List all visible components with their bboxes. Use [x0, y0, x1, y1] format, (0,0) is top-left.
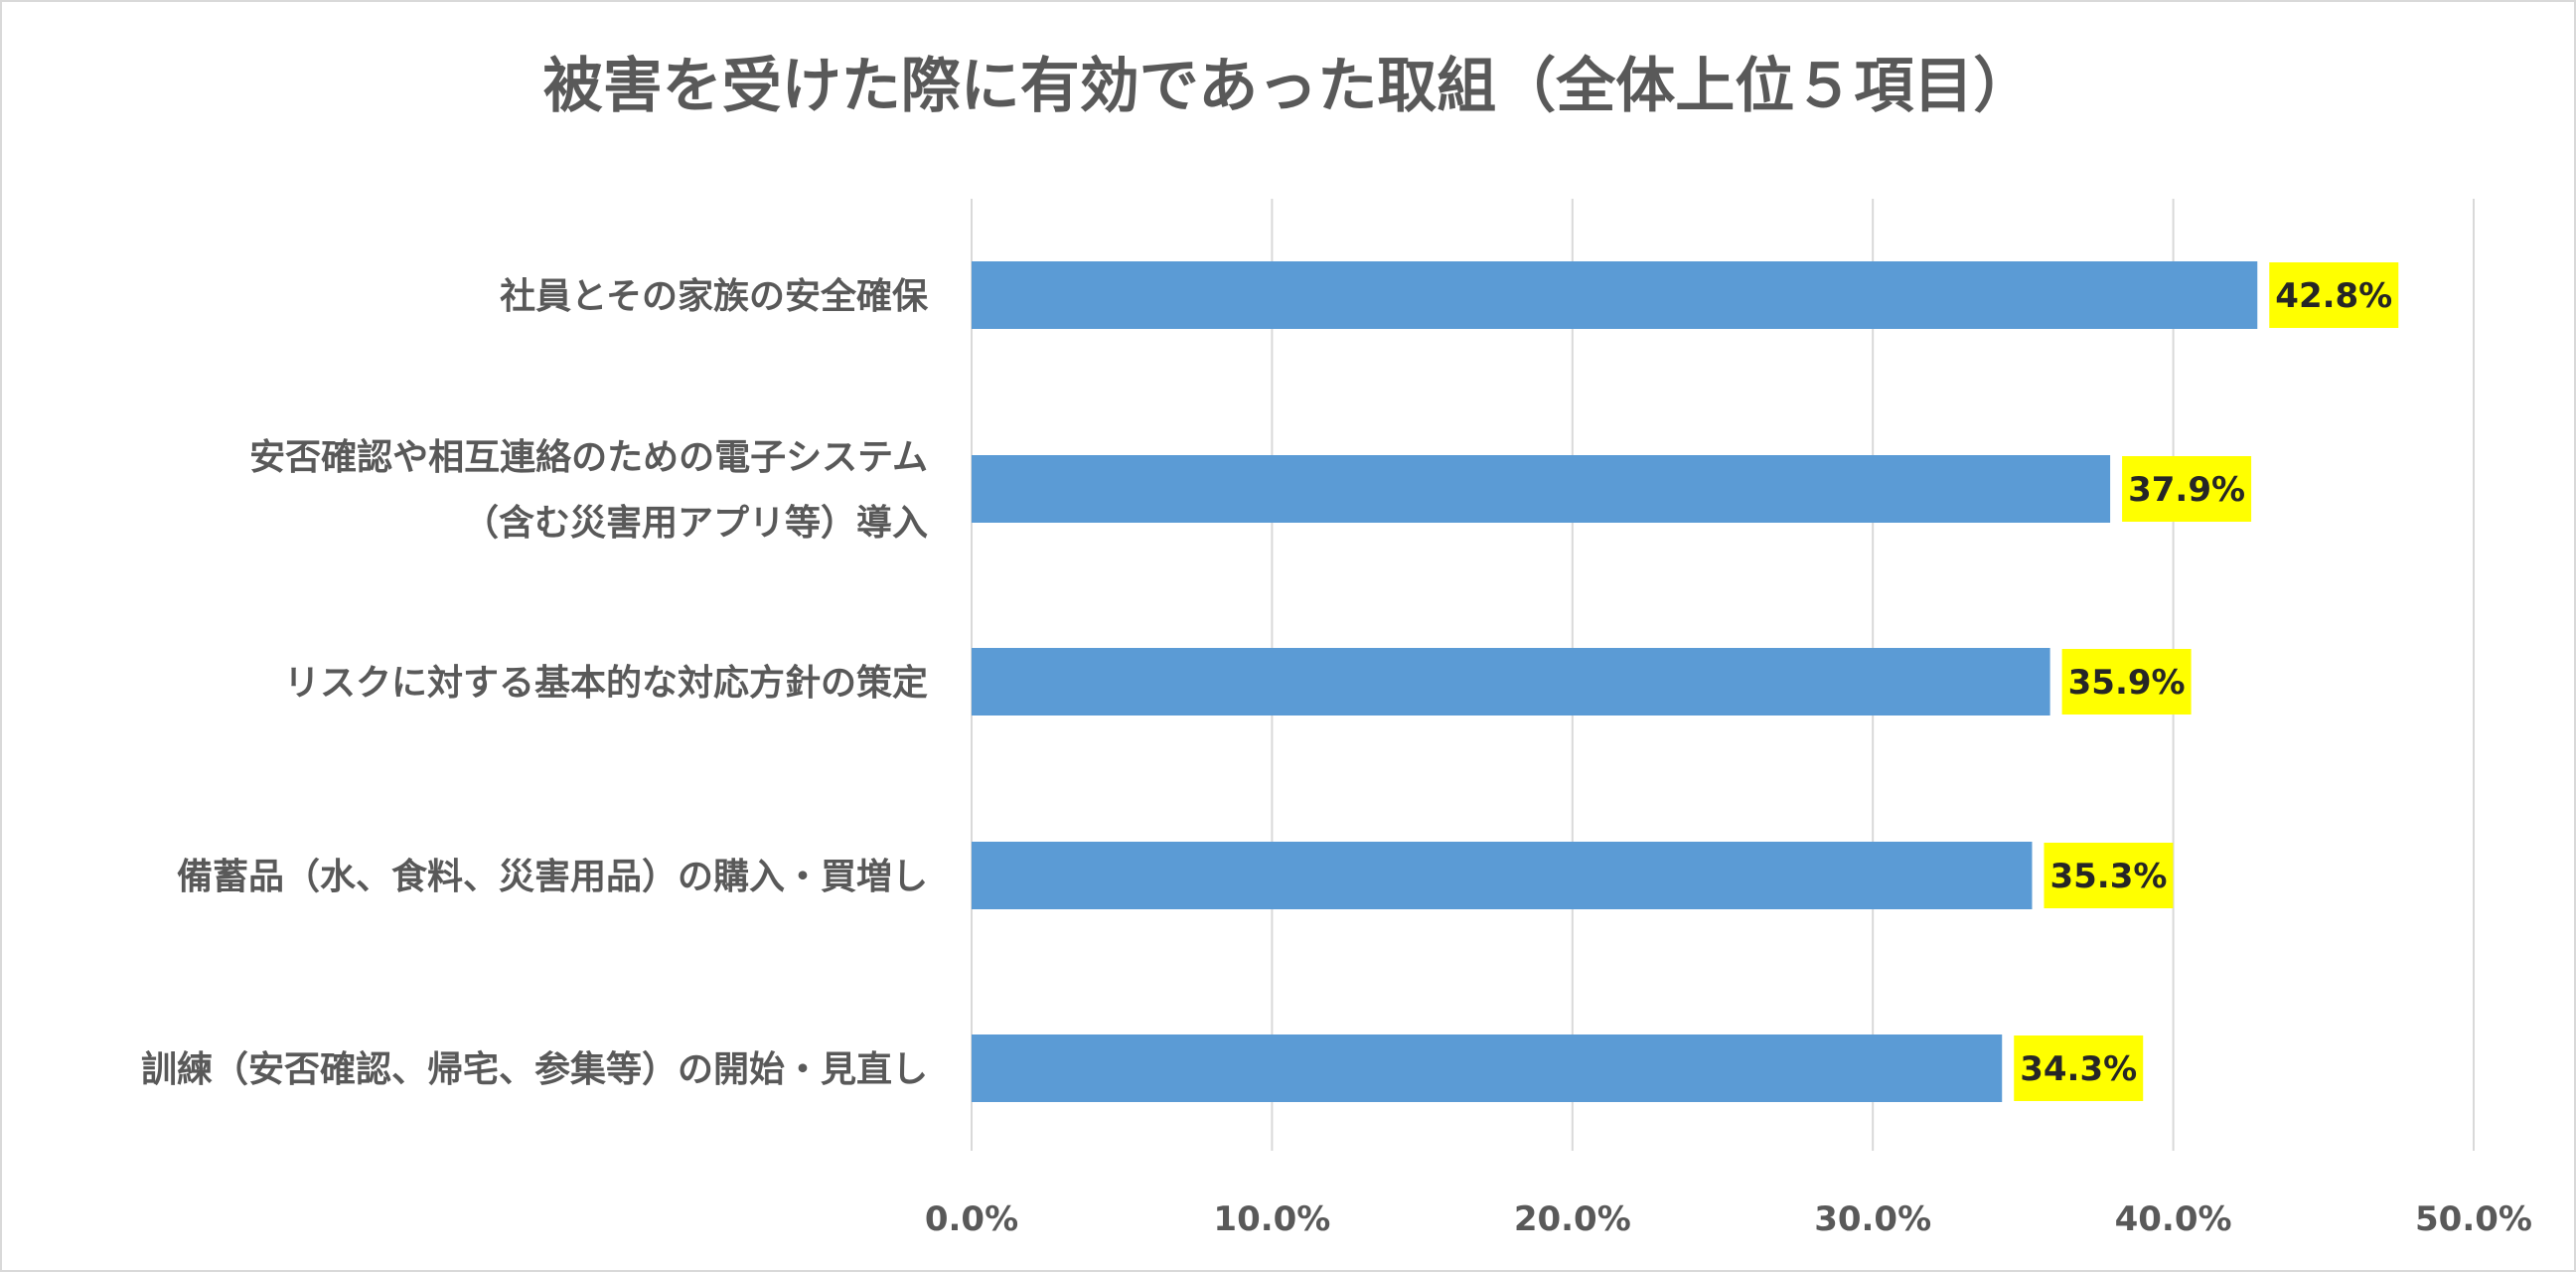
- data-label: 37.9%: [2128, 470, 2245, 510]
- x-tick-label: 20.0%: [1514, 1199, 1631, 1239]
- bar: [972, 648, 2050, 716]
- category-label: 訓練（安否確認、帰宅、参集等）の開始・見直し: [141, 1048, 928, 1090]
- bars: [972, 261, 2258, 1102]
- category-label: 安否確認や相互連絡のための電子システム: [249, 437, 928, 478]
- category-label: （含む災害用アプリ等）導入: [463, 503, 928, 544]
- data-label-background: [2122, 456, 2252, 522]
- category-label: リスクに対する基本的な対応方針の策定: [284, 663, 928, 704]
- data-label-background: [2014, 1035, 2144, 1101]
- category-label: 社員とその家族の安全確保: [500, 275, 929, 317]
- bar: [972, 842, 2033, 909]
- data-labels: 42.8% 37.9% 35.9% 35.3% 34.3%: [2014, 262, 2399, 1101]
- category-label: 備蓄品（水、食料、災害用品）の購入・買増し: [177, 857, 928, 897]
- data-label-background: [2269, 262, 2399, 328]
- data-label: 34.3%: [2020, 1049, 2137, 1089]
- bar: [972, 455, 2111, 523]
- x-tick-label: 0.0%: [925, 1199, 1018, 1239]
- data-label-background: [2061, 649, 2192, 715]
- x-axis-tick-labels: 0.0% 10.0% 20.0% 30.0% 40.0% 50.0%: [925, 1199, 2532, 1239]
- data-label: 35.9%: [2068, 663, 2186, 703]
- chart-title: 被害を受けた際に有効であった取組（全体上位５項目）: [542, 52, 2034, 121]
- x-tick-label: 30.0%: [1814, 1199, 1931, 1239]
- data-label: 42.8%: [2275, 276, 2392, 316]
- bar: [972, 261, 2258, 329]
- x-tick-label: 10.0%: [1213, 1199, 1330, 1239]
- data-label-background: [2044, 843, 2174, 908]
- data-label: 35.3%: [2049, 857, 2167, 896]
- x-tick-label: 50.0%: [2415, 1199, 2532, 1239]
- bar: [972, 1034, 2003, 1102]
- x-tick-label: 40.0%: [2115, 1199, 2232, 1239]
